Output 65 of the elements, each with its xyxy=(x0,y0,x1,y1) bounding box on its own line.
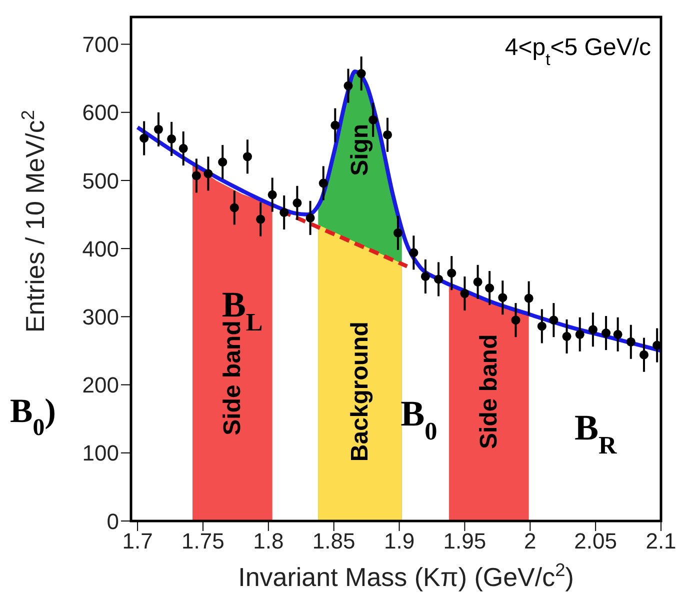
point xyxy=(602,328,611,338)
x-tick-label: 1.7 xyxy=(122,528,153,554)
point xyxy=(524,294,534,303)
x-tick-label: 2.05 xyxy=(574,528,617,554)
point xyxy=(218,158,228,167)
point xyxy=(306,213,315,222)
y-tick-label: 700 xyxy=(82,32,119,58)
point xyxy=(192,171,201,180)
point xyxy=(178,144,188,153)
point xyxy=(318,178,328,188)
point xyxy=(447,268,456,278)
point xyxy=(368,115,378,124)
annotation: 4<p$_{t}$<5 GeV/c xyxy=(504,34,651,68)
point xyxy=(420,272,430,281)
x-tick-label: 2.1 xyxy=(646,528,676,554)
x-tick-label: 1.9 xyxy=(384,528,415,554)
x-axis-title: Invariant Mass (Kπ) (GeV/c$^{2}$) xyxy=(238,560,574,592)
y-tick-label: 500 xyxy=(82,168,119,194)
point xyxy=(473,277,482,286)
point xyxy=(393,228,402,238)
annotation: B$_{R}$ xyxy=(574,407,618,459)
point xyxy=(140,134,149,143)
point xyxy=(549,316,558,325)
series-label: Sign xyxy=(346,124,374,176)
point xyxy=(292,198,302,208)
point xyxy=(204,169,213,178)
point xyxy=(460,289,470,298)
point xyxy=(154,124,163,134)
point xyxy=(356,69,366,78)
point xyxy=(652,340,661,350)
y-tick-label: 400 xyxy=(82,236,119,262)
point xyxy=(330,120,340,130)
point xyxy=(639,350,648,360)
point xyxy=(280,208,289,217)
y-tick-label: 600 xyxy=(82,100,119,126)
point xyxy=(382,130,392,140)
series-label: Side band xyxy=(475,334,502,449)
y-tick-label: 100 xyxy=(82,440,119,466)
point xyxy=(575,330,584,339)
x-tick-label: 1.95 xyxy=(443,528,486,554)
point xyxy=(409,248,418,258)
point xyxy=(626,337,636,346)
y-tick-label: 0 xyxy=(106,508,119,534)
point xyxy=(588,325,598,334)
x-tick-label: 1.85 xyxy=(312,528,356,554)
point xyxy=(434,274,444,284)
x-tick-label: 2 xyxy=(524,528,536,554)
point xyxy=(485,284,494,293)
point xyxy=(256,214,266,224)
point xyxy=(242,152,252,162)
point xyxy=(498,293,508,302)
point xyxy=(344,81,353,90)
x-tick-label: 1.75 xyxy=(182,528,224,554)
series-label: Background xyxy=(346,322,374,462)
text: B$_{0}$) xyxy=(10,393,56,442)
point xyxy=(268,190,277,200)
point xyxy=(167,134,176,144)
point xyxy=(537,322,546,331)
point xyxy=(613,330,622,339)
y-tick-label: 200 xyxy=(82,372,119,398)
point xyxy=(562,332,572,341)
y-tick-label: 300 xyxy=(82,304,119,330)
x-tick-label: 1.8 xyxy=(253,528,284,554)
point xyxy=(230,203,239,212)
point xyxy=(511,316,520,325)
